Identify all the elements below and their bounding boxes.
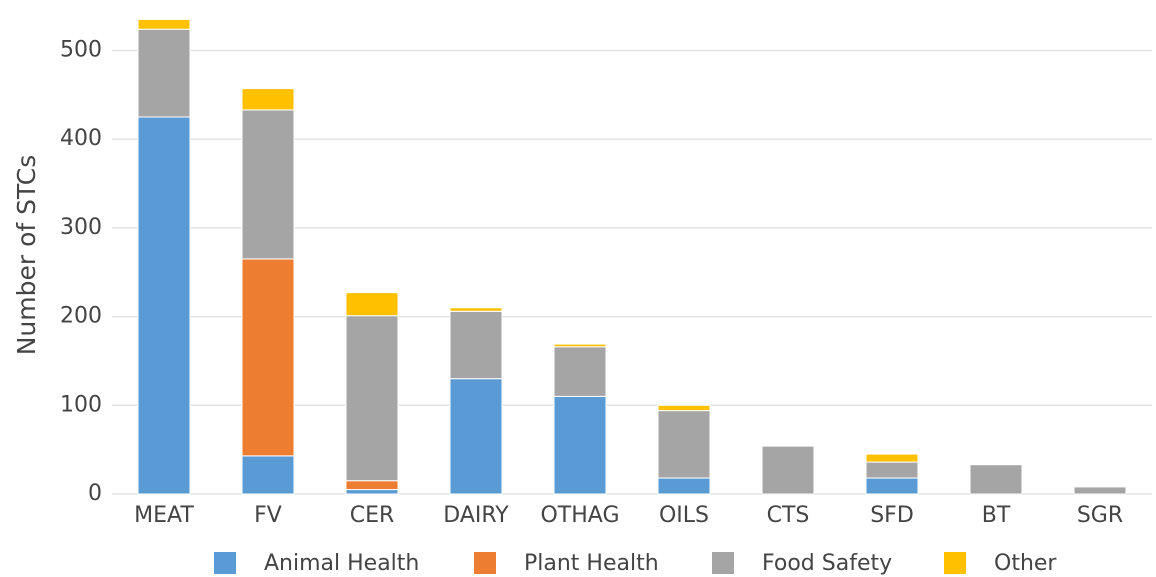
legend-label: Food Safety <box>762 551 892 576</box>
y-tick-label: 500 <box>60 37 102 62</box>
x-tick-label: SGR <box>1077 503 1123 528</box>
bar-segment <box>137 18 191 30</box>
y-tick-label: 300 <box>60 215 102 240</box>
x-tick-label: DAIRY <box>443 503 509 528</box>
bar-segment <box>137 116 191 495</box>
bar-segment <box>241 109 295 260</box>
bar-segment <box>1073 486 1127 495</box>
legend-swatch <box>944 552 966 574</box>
bar-segment <box>449 378 503 495</box>
bar-segment <box>449 310 503 380</box>
x-tick-label: BT <box>982 503 1011 528</box>
y-axis-title: Number of STCs <box>12 155 41 356</box>
bar-segment <box>865 461 919 479</box>
bar-segment <box>553 346 607 397</box>
bar-segment <box>969 464 1023 495</box>
legend-label: Plant Health <box>524 551 659 576</box>
legend-label: Animal Health <box>264 551 419 576</box>
bar-segment <box>553 343 607 348</box>
bar-segment <box>657 410 711 479</box>
bar-segment <box>449 307 503 312</box>
bar-segment <box>345 480 399 491</box>
bar-segment <box>137 28 191 118</box>
bar-segment <box>345 315 399 482</box>
legend-swatch <box>712 552 734 574</box>
x-tick-label: MEAT <box>134 503 194 528</box>
bar-segment <box>241 88 295 111</box>
bar-segment <box>345 292 399 317</box>
bar-segment <box>865 453 919 463</box>
x-tick-label: OILS <box>659 503 709 528</box>
y-tick-label: 200 <box>60 304 102 329</box>
bar-segment <box>241 455 295 495</box>
y-tick-label: 400 <box>60 126 102 151</box>
x-tick-label: FV <box>254 503 282 528</box>
legend-swatch <box>474 552 496 574</box>
bar-segment <box>865 477 919 495</box>
y-tick-label: 0 <box>88 481 102 506</box>
x-tick-label: SFD <box>870 503 914 528</box>
bar-segment <box>657 404 711 412</box>
x-tick-label: CER <box>350 503 395 528</box>
bar-segment <box>761 445 815 495</box>
legend-label: Other <box>994 551 1057 576</box>
bar-segment <box>553 395 607 495</box>
bar-segment <box>657 477 711 495</box>
bar-segment <box>241 258 295 457</box>
x-tick-label: OTHAG <box>540 503 619 528</box>
y-tick-label: 100 <box>60 392 102 417</box>
bar-segment <box>345 489 399 495</box>
x-tick-label: CTS <box>767 503 810 528</box>
legend-swatch <box>214 552 236 574</box>
